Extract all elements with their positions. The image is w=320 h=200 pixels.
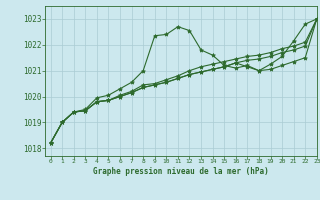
- X-axis label: Graphe pression niveau de la mer (hPa): Graphe pression niveau de la mer (hPa): [93, 167, 269, 176]
